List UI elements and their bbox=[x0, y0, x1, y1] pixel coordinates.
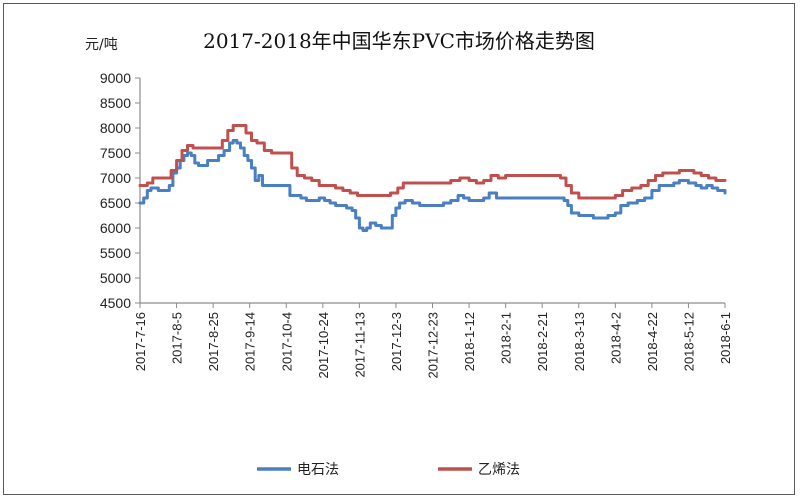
x-tick-label: 2018-2-21 bbox=[535, 312, 550, 371]
y-axis: 4500 5000 5500 6000 6500 7000 7500 8000 8500 9000 bbox=[100, 70, 141, 311]
chart-title: 2017-2018年中国华东PVC市场价格走势图 bbox=[203, 29, 595, 53]
x-tick-label: 2017-12-3 bbox=[389, 312, 404, 371]
x-tick-label: 2018-3-13 bbox=[572, 312, 587, 371]
legend-label-电石法: 电石法 bbox=[297, 462, 339, 478]
y-tick-label: 8000 bbox=[100, 120, 131, 136]
x-tick-label: 2018-4-22 bbox=[645, 312, 660, 371]
y-tick-label: 9000 bbox=[100, 70, 131, 86]
x-tick-label: 2017-8-25 bbox=[206, 312, 221, 371]
x-tick-label: 2018-2-1 bbox=[499, 312, 514, 364]
y-tick-label: 7000 bbox=[100, 170, 131, 186]
x-axis: 2017-7-16 2017-8-5 2017-8-25 2017-9-14 2017-… bbox=[133, 302, 733, 379]
x-tick-label: 2018-1-12 bbox=[462, 312, 477, 371]
y-tick-label: 6500 bbox=[100, 195, 131, 211]
x-tick-label: 2017-12-23 bbox=[426, 312, 441, 379]
y-tick-label: 8500 bbox=[100, 95, 131, 111]
legend-label-乙烯法: 乙烯法 bbox=[478, 462, 520, 478]
x-tick-label: 2017-10-24 bbox=[316, 312, 331, 379]
y-tick-label: 4500 bbox=[100, 295, 131, 311]
x-tick-label: 2017-8-5 bbox=[170, 312, 185, 364]
x-tick-label: 2017-9-14 bbox=[243, 312, 258, 371]
series-lines bbox=[138, 124, 727, 232]
y-tick-label: 5000 bbox=[100, 270, 131, 286]
y-tick-label: 6000 bbox=[100, 220, 131, 236]
y-tick-label: 5500 bbox=[100, 245, 131, 261]
chart-frame: 2017-2018年中国华东PVC市场价格走势图 元/吨 4500 5000 550… bbox=[3, 3, 795, 495]
legend: 电石法 乙烯法 bbox=[257, 462, 520, 478]
x-tick-label: 2017-11-13 bbox=[352, 312, 367, 378]
y-axis-unit-label: 元/吨 bbox=[85, 37, 118, 53]
x-tick-label: 2018-6-1 bbox=[718, 312, 733, 364]
x-tick-label: 2018-4-2 bbox=[608, 312, 623, 364]
x-tick-label: 2017-7-16 bbox=[133, 312, 148, 371]
x-tick-label: 2018-5-12 bbox=[681, 312, 696, 371]
series-line-电石法 bbox=[138, 139, 727, 232]
series-line-乙烯法 bbox=[138, 124, 727, 200]
y-tick-label: 7500 bbox=[100, 145, 131, 161]
x-tick-label: 2017-10-4 bbox=[279, 312, 294, 371]
chart-area: 2017-2018年中国华东PVC市场价格走势图 元/吨 4500 5000 550… bbox=[85, 29, 733, 478]
